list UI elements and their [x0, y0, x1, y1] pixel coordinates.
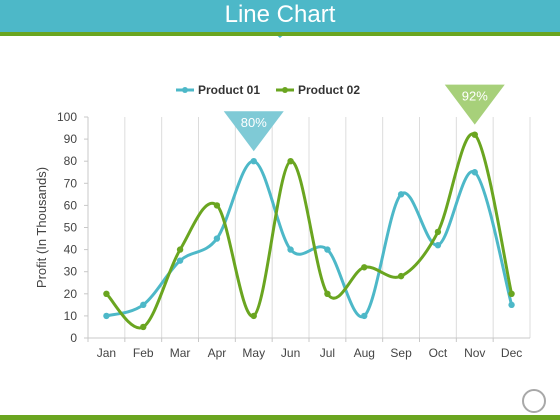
data-point-product-01 — [103, 312, 110, 320]
header-divider — [0, 32, 560, 36]
y-tick-label: 90 — [64, 132, 78, 146]
y-tick-label: 60 — [64, 198, 78, 212]
data-point-product-01 — [213, 235, 221, 242]
x-tick-label: Mar — [170, 346, 191, 360]
y-tick-label: 20 — [64, 287, 78, 301]
x-tick-label: Jan — [97, 346, 116, 360]
y-tick-label: 0 — [70, 331, 77, 345]
legend-swatch-marker — [282, 87, 288, 93]
data-point-product-01 — [140, 301, 147, 309]
data-point-product-01 — [397, 191, 405, 198]
data-point-product-02 — [434, 228, 442, 236]
x-tick-label: Sep — [390, 346, 412, 360]
data-point-product-02 — [250, 312, 257, 320]
y-tick-label: 40 — [64, 243, 78, 257]
data-point-product-01 — [176, 257, 184, 264]
x-tick-label: Dec — [501, 346, 522, 360]
y-axis-title: Profit (In Thousands) — [34, 167, 49, 288]
x-tick-label: Jun — [281, 346, 300, 360]
data-point-product-02 — [324, 290, 331, 297]
callout-label: 92% — [462, 89, 488, 104]
x-tick-label: Feb — [133, 346, 154, 360]
data-point-product-02 — [361, 264, 368, 271]
data-point-product-02 — [213, 202, 221, 209]
data-point-product-01 — [508, 301, 515, 309]
x-tick-label: Aug — [354, 346, 375, 360]
y-tick-label: 50 — [64, 221, 78, 235]
data-point-product-02 — [397, 272, 405, 280]
legend-label: Product 01 — [198, 83, 260, 97]
slide-title: Line Chart — [224, 1, 336, 28]
data-point-product-02 — [508, 290, 515, 297]
callout-triangle — [223, 111, 284, 152]
legend-label: Product 02 — [298, 83, 360, 97]
data-point-product-02 — [140, 323, 147, 331]
title-bar — [0, 0, 560, 32]
callout-label: 80% — [241, 115, 267, 130]
y-tick-label: 30 — [64, 265, 78, 279]
data-point-product-01 — [287, 246, 294, 253]
x-tick-label: Jul — [320, 346, 335, 360]
data-point-product-01 — [250, 158, 257, 165]
footer-divider — [0, 415, 560, 420]
y-tick-label: 80 — [64, 154, 78, 168]
data-point-product-01 — [324, 246, 331, 253]
data-point-product-01 — [471, 169, 478, 176]
y-tick-label: 10 — [64, 309, 78, 323]
data-point-product-02 — [176, 246, 184, 253]
navigation-circle-button[interactable] — [522, 389, 546, 413]
data-point-product-02 — [103, 290, 110, 297]
data-point-product-01 — [361, 312, 368, 320]
x-tick-label: Apr — [208, 346, 227, 360]
callout-triangle — [444, 84, 505, 125]
x-tick-label: Nov — [464, 346, 485, 360]
data-point-product-02 — [287, 158, 294, 165]
y-tick-label: 100 — [57, 110, 77, 124]
data-point-product-02 — [471, 131, 478, 138]
x-tick-label: Oct — [429, 346, 448, 360]
data-point-product-01 — [434, 241, 442, 249]
legend-swatch-marker — [182, 87, 188, 93]
x-tick-label: May — [242, 346, 265, 360]
y-tick-label: 70 — [64, 176, 78, 190]
